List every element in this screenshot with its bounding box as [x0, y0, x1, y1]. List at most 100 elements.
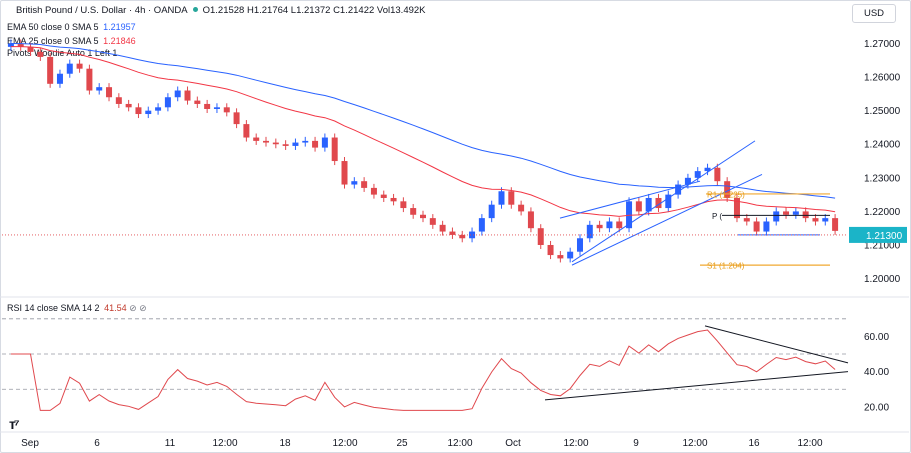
candle-body — [213, 107, 220, 109]
rsi-value: 41.54 — [104, 303, 127, 313]
channel-mid-line — [559, 180, 701, 219]
pivot-p-label: P ( — [712, 212, 722, 221]
time-tick-label: 9 — [633, 438, 639, 449]
candle-body — [164, 97, 171, 108]
candle-body — [616, 221, 623, 229]
candle-body — [527, 211, 534, 229]
candle-body — [733, 197, 740, 219]
candle-body — [106, 87, 113, 98]
ema25-legend[interactable]: EMA 25 close 0 SMA 5 1.21846 — [7, 35, 136, 47]
currency-button[interactable]: USD — [852, 4, 896, 23]
time-tick-label: 12:00 — [447, 438, 472, 449]
candle-body — [194, 100, 201, 104]
candle-body — [66, 63, 73, 74]
candle-body — [783, 211, 790, 215]
ema25-label: EMA 25 close 0 SMA 5 — [7, 36, 99, 46]
candle-body — [753, 221, 760, 232]
candle-body — [557, 255, 564, 259]
candle-body — [478, 218, 485, 232]
candle-body — [439, 224, 446, 232]
time-tick-label: 16 — [748, 438, 760, 449]
time-tick-label: 12:00 — [212, 438, 237, 449]
candle-body — [17, 43, 24, 47]
candle-body — [773, 211, 780, 222]
candle-body — [390, 197, 397, 202]
candle-body — [380, 194, 387, 198]
candle-body — [7, 43, 14, 47]
candle-body — [292, 142, 299, 146]
tradingview-logo-icon: ᴛ⁷ — [9, 416, 20, 432]
ema50-legend[interactable]: EMA 50 close 0 SMA 5 1.21957 — [7, 21, 136, 33]
candle-body — [675, 184, 682, 195]
candle-body — [243, 124, 250, 138]
ema50-value: 1.21957 — [103, 22, 136, 32]
candle-body — [282, 144, 289, 146]
candle-body — [86, 68, 93, 91]
candle-body — [272, 142, 279, 145]
candle-body — [459, 234, 466, 239]
price-tick-label: 1.25000 — [864, 106, 901, 117]
rsi-line — [10, 329, 836, 411]
candle-body — [655, 197, 662, 209]
candle-body — [302, 140, 309, 143]
pivot-s1-label: S1 (1.204) — [707, 262, 745, 271]
candle-body — [763, 221, 770, 232]
candle-body — [400, 201, 407, 209]
candle-body — [253, 137, 260, 141]
candle-body — [56, 73, 63, 84]
rsi-label: RSI 14 close SMA 14 2 — [7, 303, 100, 313]
symbol-title[interactable]: British Pound / U.S. Dollar · 4h · OANDA — [16, 5, 188, 16]
rsi-settings-icon[interactable]: ⊘ ⊘ — [129, 303, 147, 313]
price-tick-label: 1.21000 — [864, 240, 901, 251]
candle-body — [802, 211, 809, 219]
candle-body — [27, 46, 34, 52]
price-tick-label: 1.24000 — [864, 140, 901, 151]
candle-body — [184, 90, 191, 101]
candle-body — [518, 204, 525, 212]
candle-body — [341, 161, 348, 185]
candle-body — [125, 103, 132, 108]
time-tick-label: 12:00 — [682, 438, 707, 449]
time-tick-label: 12:00 — [797, 438, 822, 449]
candle-body — [155, 107, 162, 111]
candle-body — [812, 218, 819, 222]
candle-body — [547, 244, 554, 256]
candle-body — [596, 224, 603, 229]
candle-body — [586, 224, 593, 239]
candle-body — [537, 228, 544, 245]
candle-body — [331, 137, 338, 162]
candle-body — [135, 107, 142, 115]
candle-body — [635, 201, 642, 212]
candle-body — [429, 218, 436, 225]
ema25-value: 1.21846 — [103, 36, 136, 46]
candle-body — [174, 90, 181, 98]
candle-body — [47, 56, 54, 84]
current-price-badge — [849, 226, 907, 243]
candle-body — [321, 137, 328, 148]
candle-body — [361, 181, 368, 188]
candle-body — [223, 107, 230, 113]
candle-body — [370, 187, 377, 195]
time-tick-label: 6 — [94, 438, 100, 449]
time-tick-label: 18 — [279, 438, 291, 449]
current-price-label: 1.21300 — [866, 231, 903, 242]
rsi-legend[interactable]: RSI 14 close SMA 14 2 41.54 ⊘ ⊘ — [7, 302, 147, 314]
candle-body — [420, 214, 426, 219]
time-tick-label: 12:00 — [332, 438, 357, 449]
candle-body — [684, 177, 691, 185]
candle-body — [37, 51, 44, 57]
rsi-resistance-trendline — [704, 325, 849, 364]
time-tick-label: Oct — [505, 438, 521, 449]
candle-body — [724, 181, 731, 198]
candle-body — [645, 197, 652, 212]
rsi-support-trendline — [544, 371, 849, 401]
candle-body — [488, 204, 495, 219]
channel-lower-line — [571, 174, 763, 266]
channel-upper-line — [571, 140, 756, 263]
price-tick-label: 1.23000 — [864, 173, 901, 184]
price-tick-label: 1.22000 — [864, 207, 901, 218]
candle-body — [204, 103, 211, 109]
pivot-r1-label: R1 (1.225) — [707, 190, 745, 199]
rsi-tick-label: 40.00 — [864, 367, 889, 378]
